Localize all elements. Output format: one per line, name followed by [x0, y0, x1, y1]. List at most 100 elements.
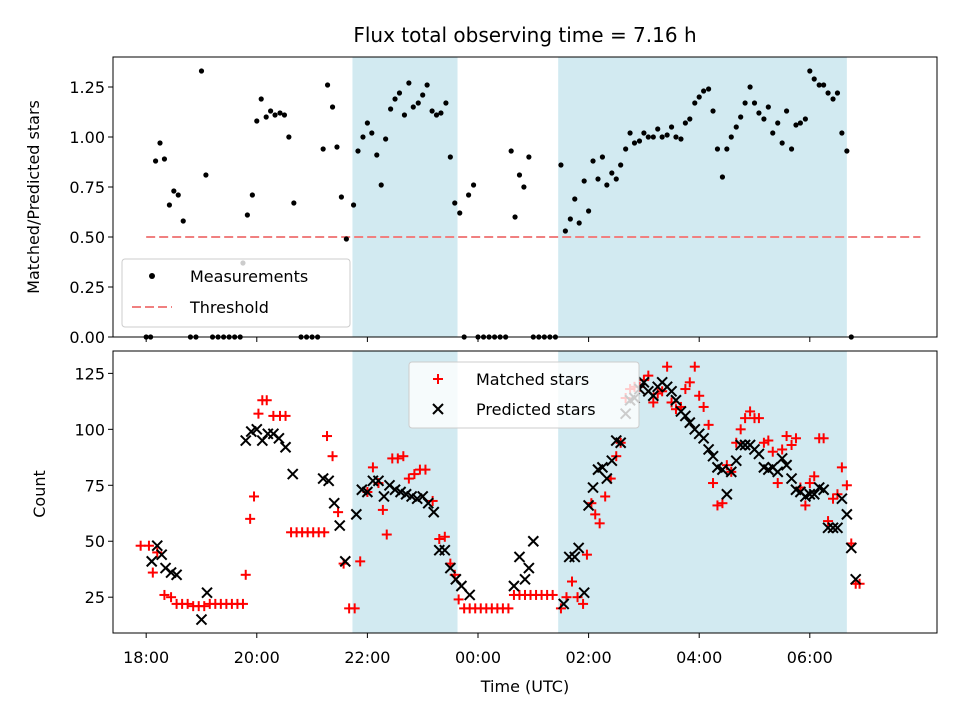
- measurement-point: [350, 202, 357, 208]
- measurement-point: [562, 228, 568, 234]
- shaded-interval: [558, 57, 847, 337]
- measurement-point: [369, 130, 375, 136]
- matched-star-point: [680, 384, 691, 395]
- measurement-point: [655, 126, 661, 132]
- measurement-point: [161, 156, 168, 162]
- top-legend-box: [121, 258, 351, 328]
- predicted-star-point: [780, 459, 793, 471]
- measurement-point: [742, 100, 748, 106]
- y-tick-label: 0.25: [69, 278, 105, 297]
- matched-star-point: [434, 534, 445, 544]
- matched-star-point: [237, 598, 248, 609]
- matched-star-point: [763, 435, 774, 446]
- measurement-point: [682, 120, 688, 126]
- y-tick-label: 75: [85, 476, 105, 495]
- legend-plus-glyph: [433, 374, 443, 384]
- top-y-label: Matched/Predicted stars: [24, 100, 43, 294]
- matched-star-point: [772, 478, 783, 489]
- matched-star-point: [818, 433, 829, 444]
- measurement-point: [724, 146, 730, 152]
- predicted-star-point: [776, 452, 788, 465]
- measurement-point: [198, 68, 205, 74]
- predicted-star-point: [428, 506, 440, 518]
- predicted-star-point: [578, 587, 590, 599]
- measurement-point: [839, 130, 845, 136]
- measurement-point: [627, 130, 633, 136]
- matched-star-point: [828, 493, 839, 504]
- measurement-point: [508, 148, 514, 154]
- predicted-star-point: [582, 499, 595, 512]
- measurement-point: [825, 90, 831, 96]
- measurement-point: [249, 192, 255, 198]
- measurement-point: [821, 82, 827, 88]
- measurement-point: [355, 148, 361, 154]
- bottom-x-axis: 18:00 20:00 22:00 00:00 02:00 04:00 06:00: [123, 633, 833, 667]
- matched-star-point: [786, 440, 797, 450]
- matched-star-point: [182, 598, 193, 609]
- measurement-point: [396, 90, 403, 96]
- predicted-star-point: [201, 587, 213, 599]
- shaded-interval: [352, 57, 458, 337]
- predicted-star-point: [836, 493, 848, 505]
- predicted-star-point: [463, 589, 476, 601]
- measurement-point: [761, 116, 767, 122]
- measurement-point: [590, 158, 596, 164]
- matched-star-point: [547, 589, 558, 600]
- matched-star-point: [703, 419, 714, 430]
- measurement-point: [457, 210, 463, 216]
- measurement-point: [244, 212, 250, 218]
- measurement-point: [291, 200, 297, 206]
- matched-star-point: [322, 431, 333, 442]
- y-tick-label: 1.00: [69, 128, 105, 147]
- matched-star-point: [689, 361, 700, 372]
- predicted-star-point: [831, 522, 844, 534]
- measurement-point: [788, 146, 795, 152]
- predicted-star-point: [455, 580, 468, 592]
- measurement-point: [203, 172, 209, 178]
- matched-star-point: [240, 569, 251, 580]
- measurement-point: [171, 188, 177, 194]
- measurement-point: [797, 120, 804, 126]
- measurement-point: [696, 94, 702, 100]
- measurement-point: [701, 88, 707, 94]
- x-tick-label: 00:00: [455, 648, 501, 667]
- matched-star-point: [581, 549, 592, 560]
- measurement-point: [392, 96, 398, 102]
- measurement-points: [143, 68, 854, 340]
- matched-star-point: [800, 500, 811, 511]
- predicted-star-point: [845, 542, 857, 554]
- matched-star-point: [409, 469, 420, 480]
- matched-star-point: [777, 444, 788, 455]
- predicted-star-point: [707, 450, 719, 462]
- measurement-point: [343, 236, 349, 242]
- matched-star-point: [147, 567, 158, 578]
- matched-star-point: [245, 513, 256, 524]
- matched-star-point: [708, 478, 719, 489]
- predicted-star-point: [146, 555, 158, 568]
- matched-star-point: [398, 451, 409, 462]
- measurement-point: [756, 110, 762, 116]
- predicted-star-point: [665, 385, 678, 397]
- measurement-point: [687, 116, 693, 122]
- predicted-star-point: [772, 466, 784, 478]
- matched-star-point: [753, 413, 764, 424]
- predicted-star-point: [822, 522, 834, 534]
- measurement-point: [263, 114, 269, 120]
- matched-star-point: [804, 478, 815, 489]
- measurement-point: [618, 162, 624, 168]
- matched-star-point: [745, 406, 756, 417]
- measurement-point: [152, 158, 159, 164]
- figure-title: Flux total observing time = 7.16 h: [353, 23, 696, 47]
- predicted-star-point: [647, 390, 660, 402]
- measurement-point: [581, 178, 587, 184]
- predicted-star-point: [279, 441, 292, 453]
- predicted-star-point: [849, 573, 862, 585]
- top-axes-frame: [112, 56, 938, 338]
- y-tick-label: 0.00: [69, 328, 105, 347]
- predicted-star-point: [287, 468, 299, 480]
- predicted-star-point: [151, 540, 163, 552]
- measurement-point: [320, 146, 326, 152]
- measurement-point: [747, 84, 753, 90]
- matched-star-point: [567, 576, 578, 587]
